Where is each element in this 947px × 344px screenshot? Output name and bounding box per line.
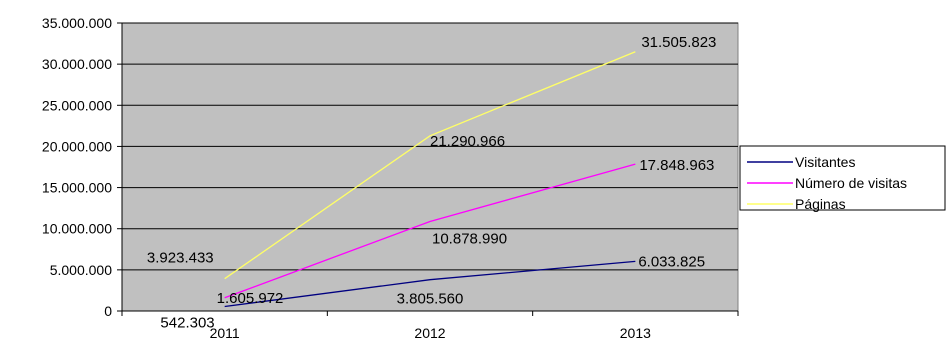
data-label: 31.505.823 [641,34,716,51]
x-tick-label: 2011 [210,325,240,341]
y-tick-label: 10.000.000 [42,221,112,237]
x-axis: 2011 2012 2013 [121,310,739,341]
legend-label: Número de visitas [795,175,907,191]
data-label: 10.878.990 [432,230,507,247]
y-axis: 0 5.000.000 10.000.000 15.000.000 20.000.000… [42,15,123,319]
plot-area [121,22,739,312]
grid-lines [122,22,738,271]
y-tick-label: 0 [104,303,112,319]
y-tick-label: 20.000.000 [42,138,112,154]
series-line-1 [224,163,636,299]
data-label: 6.033.825 [638,253,705,270]
data-label: 542.303 [160,315,214,332]
y-tick-label: 25.000.000 [42,97,112,113]
y-tick-label: 15.000.000 [42,180,112,196]
series-lines [224,51,636,308]
legend-label: Páginas [795,196,846,212]
x-tick-label: 2013 [620,325,651,341]
y-tick-label: 30.000.000 [42,56,112,72]
y-tick-label: 35.000.000 [42,15,112,31]
x-tick-label: 2012 [414,325,445,341]
data-label: 3.923.433 [147,250,214,267]
legend-label: Visitantes [795,154,855,170]
data-label: 1.605.972 [217,290,284,307]
legend: Visitantes Número de visitas Páginas [739,145,946,212]
legend-box [739,145,946,211]
data-labels: 542.303 3.805.560 6.033.825 1.605.972 10.878… [147,34,716,332]
y-tick-label: 5.000.000 [50,262,112,278]
data-label: 3.805.560 [397,291,464,308]
data-label: 21.290.966 [430,133,505,150]
series-line-2 [224,51,636,280]
data-label: 17.848.963 [639,157,714,174]
series-line-0 [224,260,636,308]
